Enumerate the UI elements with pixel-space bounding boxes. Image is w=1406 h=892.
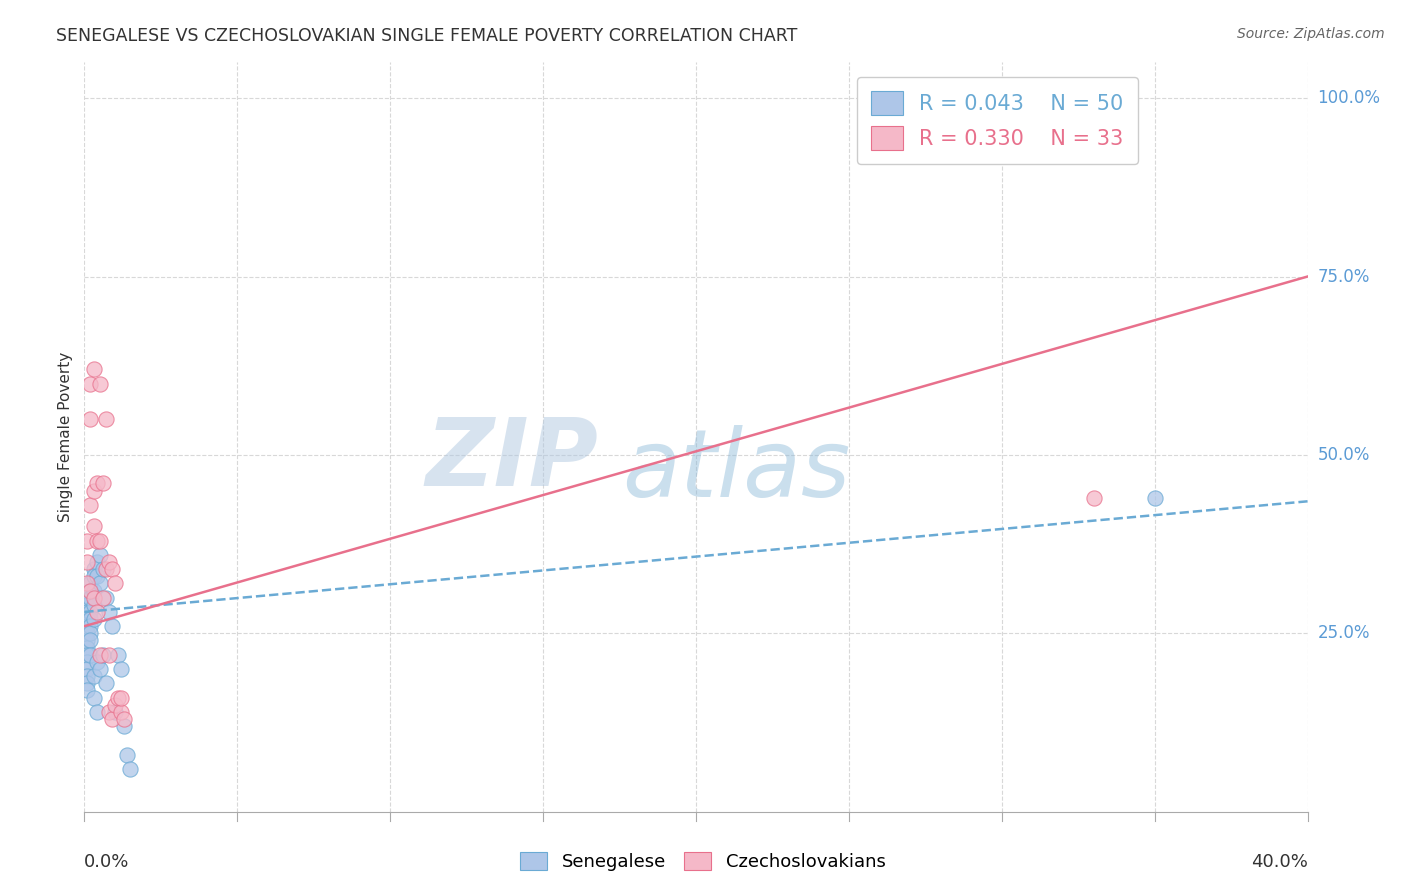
- Point: [115, 747, 138, 762]
- Point: [79, 612, 101, 626]
- Point: [110, 690, 132, 705]
- Point: [89, 662, 111, 676]
- Point: [110, 705, 132, 719]
- Point: [79, 576, 101, 591]
- Text: ZIP: ZIP: [425, 414, 598, 506]
- Point: [86, 605, 108, 619]
- Point: [83, 519, 105, 533]
- Point: [89, 548, 111, 562]
- Point: [76, 648, 98, 662]
- Point: [120, 762, 142, 776]
- Text: 100.0%: 100.0%: [1317, 89, 1381, 107]
- Point: [91, 562, 114, 576]
- Point: [112, 719, 135, 733]
- Point: [97, 648, 120, 662]
- Point: [76, 662, 98, 676]
- Text: 40.0%: 40.0%: [1251, 853, 1308, 871]
- Point: [79, 619, 101, 633]
- Point: [76, 612, 98, 626]
- Point: [83, 562, 105, 576]
- Point: [83, 569, 105, 583]
- Point: [91, 648, 114, 662]
- Point: [79, 591, 101, 605]
- Point: [79, 412, 101, 426]
- Point: [91, 591, 114, 605]
- Point: [86, 555, 108, 569]
- Point: [1083, 491, 1105, 505]
- Point: [101, 712, 124, 726]
- Point: [1143, 491, 1166, 505]
- Point: [79, 633, 101, 648]
- Point: [86, 705, 108, 719]
- Point: [83, 690, 105, 705]
- Point: [79, 605, 101, 619]
- Point: [86, 655, 108, 669]
- Point: [107, 690, 129, 705]
- Text: Source: ZipAtlas.com: Source: ZipAtlas.com: [1237, 27, 1385, 41]
- Point: [76, 640, 98, 655]
- Point: [79, 498, 101, 512]
- Point: [101, 562, 124, 576]
- Y-axis label: Single Female Poverty: Single Female Poverty: [58, 352, 73, 522]
- Point: [104, 576, 127, 591]
- Point: [101, 619, 124, 633]
- Point: [79, 583, 101, 598]
- Point: [76, 633, 98, 648]
- Point: [76, 683, 98, 698]
- Point: [104, 705, 127, 719]
- Point: [89, 576, 111, 591]
- Point: [76, 669, 98, 683]
- Point: [76, 533, 98, 548]
- Point: [112, 712, 135, 726]
- Point: [94, 676, 117, 690]
- Text: SENEGALESE VS CZECHOSLOVAKIAN SINGLE FEMALE POVERTY CORRELATION CHART: SENEGALESE VS CZECHOSLOVAKIAN SINGLE FEM…: [56, 27, 797, 45]
- Point: [83, 612, 105, 626]
- Point: [79, 376, 101, 391]
- Point: [76, 591, 98, 605]
- Text: 25.0%: 25.0%: [1317, 624, 1369, 642]
- Point: [97, 555, 120, 569]
- Point: [76, 676, 98, 690]
- Point: [83, 483, 105, 498]
- Point: [94, 412, 117, 426]
- Point: [79, 626, 101, 640]
- Point: [76, 598, 98, 612]
- Point: [89, 533, 111, 548]
- Point: [86, 476, 108, 491]
- Point: [89, 376, 111, 391]
- Text: 0.0%: 0.0%: [84, 853, 129, 871]
- Point: [97, 605, 120, 619]
- Point: [91, 476, 114, 491]
- Point: [86, 569, 108, 583]
- Point: [83, 362, 105, 376]
- Point: [83, 583, 105, 598]
- Point: [94, 562, 117, 576]
- Point: [76, 619, 98, 633]
- Point: [86, 533, 108, 548]
- Legend: R = 0.043    N = 50, R = 0.330    N = 33: R = 0.043 N = 50, R = 0.330 N = 33: [856, 77, 1137, 164]
- Point: [76, 555, 98, 569]
- Point: [79, 583, 101, 598]
- Point: [107, 648, 129, 662]
- Point: [110, 662, 132, 676]
- Point: [79, 648, 101, 662]
- Point: [104, 698, 127, 712]
- Legend: Senegalese, Czechoslovakians: Senegalese, Czechoslovakians: [513, 845, 893, 879]
- Text: atlas: atlas: [623, 425, 851, 516]
- Point: [76, 605, 98, 619]
- Point: [76, 626, 98, 640]
- Point: [94, 591, 117, 605]
- Point: [97, 705, 120, 719]
- Point: [76, 655, 98, 669]
- Point: [83, 591, 105, 605]
- Text: 75.0%: 75.0%: [1317, 268, 1369, 285]
- Point: [83, 669, 105, 683]
- Point: [76, 576, 98, 591]
- Text: 50.0%: 50.0%: [1317, 446, 1369, 464]
- Point: [83, 598, 105, 612]
- Point: [89, 648, 111, 662]
